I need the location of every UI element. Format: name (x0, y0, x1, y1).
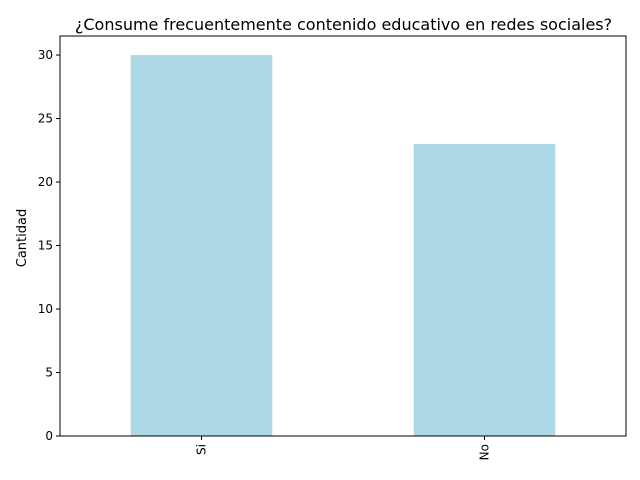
y-tick-label: 25 (38, 112, 53, 126)
x-tick-label: Si (195, 444, 209, 455)
y-tick-label: 30 (38, 48, 53, 62)
bars-group (130, 55, 556, 437)
chart-title: ¿Consume frecuentemente contenido educat… (75, 15, 612, 34)
y-tick-label: 10 (38, 302, 53, 316)
y-axis: 0 5 10 15 20 25 30 (38, 48, 60, 443)
x-tick-label: No (478, 444, 492, 460)
y-tick-label: 0 (45, 429, 53, 443)
y-tick-label: 20 (38, 175, 53, 189)
bar-si (130, 55, 273, 437)
y-tick-label: 5 (45, 366, 53, 380)
y-tick-label: 15 (38, 239, 53, 253)
y-axis-label: Cantidad (15, 209, 30, 267)
bar-no (413, 143, 556, 436)
plot-frame (59, 35, 627, 437)
x-axis: Si No (195, 436, 492, 460)
